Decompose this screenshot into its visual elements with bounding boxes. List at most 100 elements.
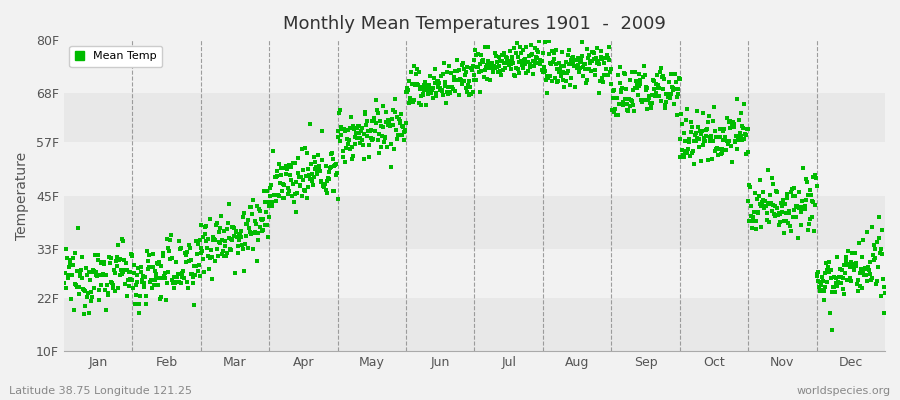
- Point: [601, 72, 616, 78]
- Point: [467, 57, 482, 63]
- Point: [577, 60, 591, 67]
- Point: [418, 102, 433, 108]
- Point: [266, 198, 280, 205]
- Point: [638, 71, 652, 78]
- Point: [845, 263, 859, 269]
- Point: [798, 196, 813, 203]
- Point: [760, 200, 775, 206]
- Point: [589, 67, 603, 74]
- Point: [683, 152, 698, 159]
- Point: [814, 287, 829, 293]
- Point: [695, 128, 709, 134]
- Point: [121, 277, 135, 284]
- Point: [482, 65, 496, 71]
- Point: [635, 99, 650, 105]
- Point: [865, 224, 879, 230]
- Point: [334, 132, 348, 139]
- Point: [212, 229, 226, 235]
- Point: [330, 196, 345, 202]
- Point: [528, 59, 543, 66]
- Point: [500, 57, 515, 64]
- Point: [278, 171, 293, 177]
- Point: [492, 63, 507, 69]
- Point: [463, 78, 477, 84]
- Point: [198, 224, 212, 230]
- Point: [262, 202, 276, 209]
- Point: [642, 92, 656, 99]
- Point: [517, 57, 531, 63]
- Point: [357, 155, 372, 162]
- Point: [570, 56, 584, 63]
- Point: [826, 284, 841, 291]
- Point: [268, 197, 283, 204]
- Text: worldspecies.org: worldspecies.org: [796, 386, 891, 396]
- Point: [550, 66, 564, 72]
- Point: [188, 272, 202, 279]
- Point: [731, 137, 745, 143]
- Point: [79, 265, 94, 272]
- Point: [860, 264, 875, 270]
- Point: [612, 100, 626, 107]
- Point: [662, 79, 676, 86]
- Point: [262, 199, 276, 205]
- Point: [837, 262, 851, 268]
- Point: [421, 87, 436, 94]
- Point: [538, 39, 553, 45]
- Point: [202, 255, 217, 261]
- Point: [210, 220, 224, 226]
- Point: [86, 269, 100, 275]
- Point: [876, 251, 890, 257]
- Point: [187, 263, 202, 270]
- Point: [410, 81, 425, 88]
- Point: [100, 281, 114, 288]
- Point: [804, 191, 818, 198]
- Point: [199, 222, 213, 229]
- Point: [635, 74, 650, 80]
- Point: [83, 276, 97, 283]
- Point: [691, 124, 706, 130]
- Point: [732, 117, 746, 124]
- Point: [379, 109, 393, 115]
- Point: [562, 82, 577, 88]
- Point: [407, 97, 421, 104]
- Point: [782, 208, 796, 214]
- Point: [706, 118, 721, 124]
- Point: [648, 93, 662, 99]
- Point: [399, 120, 413, 126]
- Point: [725, 119, 740, 125]
- Point: [829, 280, 843, 286]
- Point: [453, 76, 467, 82]
- Point: [214, 213, 229, 220]
- Point: [448, 68, 463, 74]
- Point: [286, 160, 301, 166]
- Point: [671, 86, 686, 92]
- Point: [141, 266, 156, 272]
- Point: [842, 262, 856, 268]
- Point: [607, 109, 621, 116]
- Point: [236, 214, 250, 220]
- Point: [366, 115, 381, 122]
- Point: [164, 232, 178, 239]
- Point: [788, 207, 802, 213]
- Point: [503, 48, 517, 54]
- Point: [397, 128, 411, 135]
- Point: [207, 236, 221, 242]
- Point: [627, 108, 642, 114]
- Point: [256, 227, 271, 233]
- Point: [722, 138, 736, 144]
- Point: [471, 63, 485, 70]
- Point: [536, 66, 550, 73]
- Point: [564, 57, 579, 64]
- Point: [274, 165, 288, 171]
- Point: [375, 124, 390, 131]
- Point: [614, 89, 628, 95]
- Point: [169, 274, 184, 280]
- Point: [177, 275, 192, 281]
- Point: [259, 209, 274, 216]
- Point: [150, 260, 165, 267]
- Point: [299, 173, 313, 180]
- Point: [126, 270, 140, 276]
- Point: [868, 280, 883, 287]
- Point: [751, 209, 765, 215]
- Point: [279, 162, 293, 169]
